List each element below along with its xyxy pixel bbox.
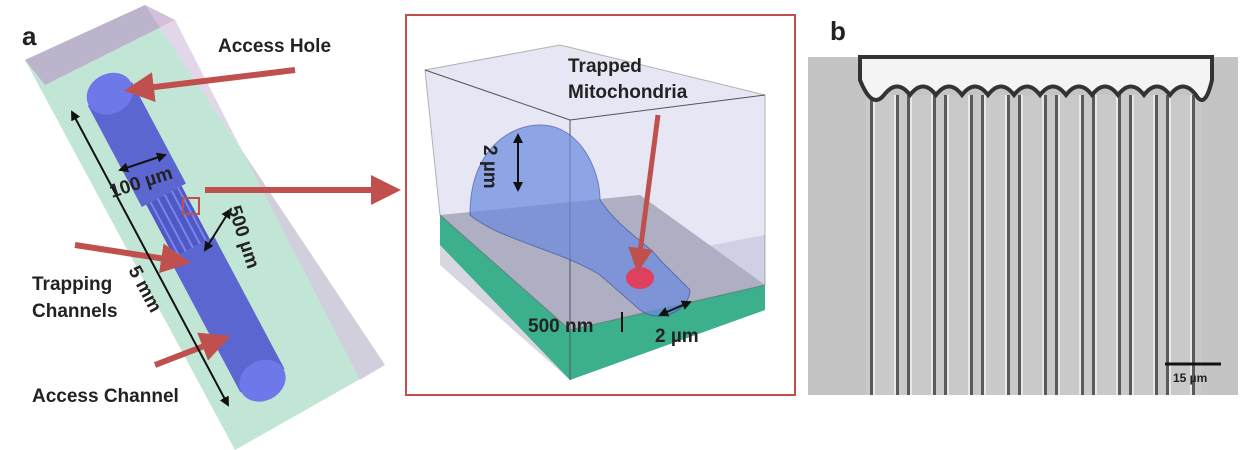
chip-body [25,5,385,450]
label: 2 µm [655,326,699,347]
mitochondrion [626,267,654,289]
label: Access Channel [32,386,179,407]
channels [866,95,1201,395]
label: Trapping [32,274,112,295]
panel-label: a [22,21,37,51]
inset: Trapped Mitochondria 2 µm 500 nm 2 µm [406,15,795,395]
label: Mitochondria [568,82,688,103]
scale-bar-label: 15 µm [1173,371,1207,385]
label: Access Hole [218,36,331,57]
label: 500 nm [528,316,593,337]
panel-b: b 15 µm [808,16,1238,395]
label: 2 µm [479,145,500,189]
figure: a Access Hole 100 µm 500 µm Trapping Ch [0,0,1241,450]
label: Channels [32,301,118,322]
panel-label: b [830,16,846,46]
label: Trapped [568,56,642,77]
panel-a: a Access Hole 100 µm 500 µm Trapping Ch [22,5,395,450]
